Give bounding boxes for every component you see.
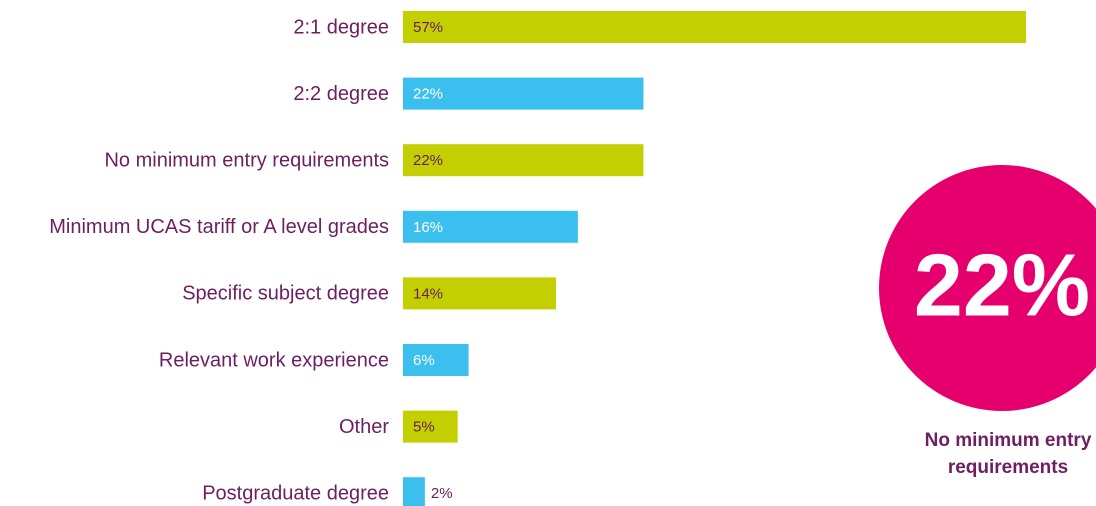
value-label: 5% [413,419,435,436]
value-label: 2% [431,485,453,502]
value-label: 22% [413,86,443,103]
category-label: 2:2 degree [293,83,389,105]
category-label: Relevant work experience [159,349,389,371]
value-label: 14% [413,285,443,302]
bar [403,477,425,506]
bar [403,77,644,110]
bar [403,277,557,310]
bar [403,11,1026,43]
category-label: Postgraduate degree [202,482,389,504]
callout-circle [879,165,1096,411]
bar [403,144,644,177]
value-label: 57% [413,19,443,36]
category-label: No minimum entry requirements [104,149,389,171]
bar [403,344,469,376]
value-label: 16% [413,219,443,236]
callout-text: requirements [948,457,1068,478]
value-label: 22% [413,152,443,169]
bar [403,410,458,443]
category-label: Minimum UCAS tariff or A level grades [49,216,389,238]
bar [403,210,578,243]
category-label: 2:1 degree [293,16,389,38]
category-label: Other [339,416,389,438]
value-label: 6% [413,352,435,369]
callout-value: 22% [914,235,1090,334]
callout-text: No minimum entry [925,430,1092,451]
category-label: Specific subject degree [182,283,389,305]
